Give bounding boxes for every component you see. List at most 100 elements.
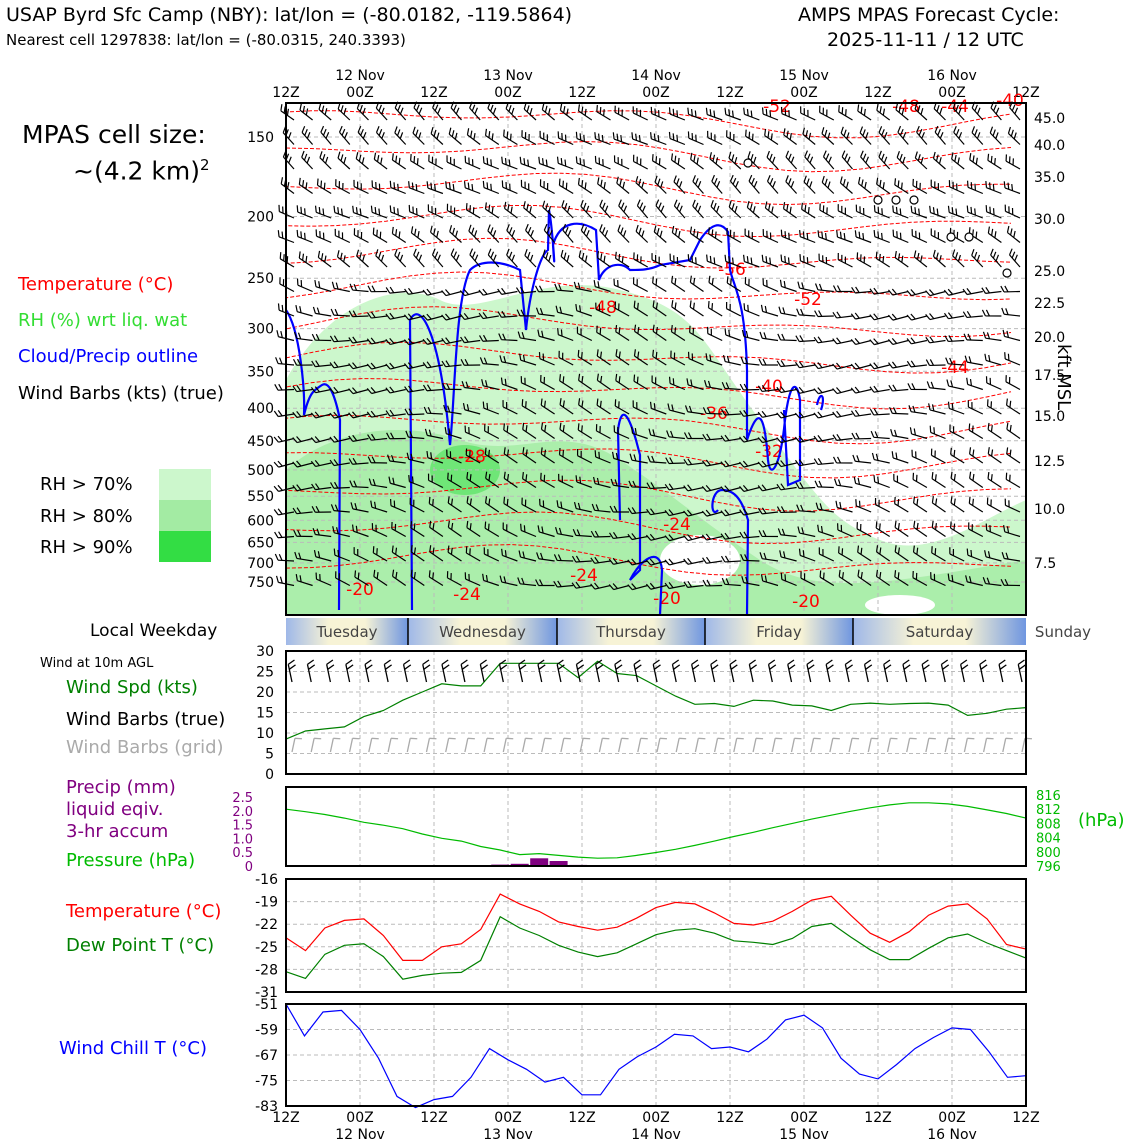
wind-barb <box>410 153 425 170</box>
wind-barb-flag <box>319 231 321 238</box>
wind-barb-flag <box>540 398 543 406</box>
wind-barb <box>594 450 611 464</box>
wind-barb-flag <box>660 181 664 189</box>
wind-barb-flag <box>389 205 392 213</box>
grid-barb-flag <box>314 737 322 740</box>
wind-barb-flag <box>277 410 283 417</box>
wind-barb-flag <box>798 361 804 368</box>
wind-barb-flag <box>527 159 530 167</box>
wind-barb-flag <box>324 255 327 263</box>
wind-barb <box>385 409 406 417</box>
surface-barb-flag <box>614 659 622 665</box>
surface-barb-flag <box>768 659 776 665</box>
wind-barb-flag <box>913 428 916 436</box>
wind-barb-staff <box>1004 358 1021 366</box>
wind-barb-flag <box>712 154 716 162</box>
wind-barb-flag <box>706 556 711 564</box>
wind-barb <box>446 449 462 464</box>
wind-barb-staff <box>670 356 686 366</box>
surface-barb-flag <box>999 664 1007 670</box>
surface-barb <box>306 659 316 683</box>
wind-barb-flag <box>430 182 433 190</box>
wind-barb-flag <box>976 132 981 139</box>
weekday-name: Wednesday <box>439 623 526 641</box>
wind-barb-flag <box>928 403 931 411</box>
wind-barb-flag <box>956 231 959 239</box>
wind-barb-flag <box>610 478 614 486</box>
wind-barb-staff <box>445 410 462 415</box>
wind-barb-staff <box>503 135 518 146</box>
wind-barb-staff <box>650 486 667 490</box>
wind-barb-flag <box>836 337 842 344</box>
grid-barb-flag <box>467 737 475 740</box>
wind-barb-flag <box>875 453 879 461</box>
wind-barb-staff <box>408 436 425 440</box>
wind-barb-flag <box>1004 579 1009 586</box>
wind-barb-flag <box>614 301 617 309</box>
wind-barb <box>557 327 574 342</box>
wind-barb-staff <box>967 211 984 219</box>
windchill-line <box>285 1003 1027 1109</box>
wind-barb <box>708 227 723 244</box>
wind-barb-staff <box>799 413 816 419</box>
wind-barb-flag <box>340 208 343 216</box>
wind-barb <box>635 224 649 243</box>
wind-barb-staff <box>427 434 444 440</box>
wind-barb-flag <box>986 399 989 407</box>
wind-barb <box>850 312 872 320</box>
wind-barb-flag <box>931 472 934 479</box>
wind-barb-staff <box>633 380 649 391</box>
wind-barb-flag <box>315 483 320 490</box>
wind-barb-flag <box>322 232 325 240</box>
wind-barb <box>408 204 425 219</box>
wind-barb-staff <box>596 355 611 366</box>
wind-barb-flag <box>729 303 731 311</box>
wind-barb <box>478 312 499 320</box>
wind-barb <box>785 150 798 170</box>
wind-barb-flag <box>744 554 748 561</box>
wind-barb-flag <box>857 104 860 112</box>
wind-barb <box>779 279 797 293</box>
wind-barb-flag <box>436 230 439 238</box>
wind-barb-flag <box>877 476 880 484</box>
wind-barb-flag <box>313 550 317 557</box>
wind-barb-flag <box>415 251 420 259</box>
wind-barb <box>913 520 928 537</box>
wind-barb-staff <box>412 132 425 145</box>
wind-barb-staff <box>743 511 760 516</box>
surface-barb-flag <box>499 659 507 665</box>
wind-barb-flag <box>888 407 893 414</box>
wind-barb-flag <box>555 305 559 313</box>
wind-barb-flag <box>479 357 484 364</box>
wind-barb <box>310 411 332 419</box>
wind-barb-staff <box>859 132 872 145</box>
wind-barb <box>813 435 834 443</box>
wind-barb-flag <box>621 158 623 166</box>
wind-barb-flag <box>278 553 283 561</box>
wind-barb-flag <box>448 428 451 436</box>
wind-barb-flag <box>519 156 522 164</box>
wind-barb <box>348 387 369 395</box>
wind-barb-staff <box>762 486 779 492</box>
wind-barb-flag <box>741 576 745 583</box>
pressure-tick-label: 400 <box>247 401 274 417</box>
wind-barb-flag <box>975 157 978 165</box>
wind-barb-flag <box>952 181 954 189</box>
wind-barb-staff <box>987 453 1002 464</box>
wind-barb <box>633 252 648 268</box>
wind-barb-flag <box>875 545 879 552</box>
wind-barb-flag <box>560 329 563 337</box>
grid-barb-staff <box>560 738 565 753</box>
wind-barb-flag <box>970 206 973 214</box>
wind-barb-flag <box>757 437 763 443</box>
wind-barb <box>894 545 909 562</box>
wind-barb-staff <box>315 286 332 293</box>
wind-barb-flag <box>583 159 585 167</box>
wind-barb-flag <box>846 156 851 164</box>
wind-barb <box>578 250 593 268</box>
wind-barb-flag <box>594 530 600 538</box>
wind-barb-flag <box>318 207 321 214</box>
wind-barb-flag <box>577 423 580 431</box>
wind-barb-flag <box>320 180 323 188</box>
wind-barb-flag <box>803 108 805 115</box>
